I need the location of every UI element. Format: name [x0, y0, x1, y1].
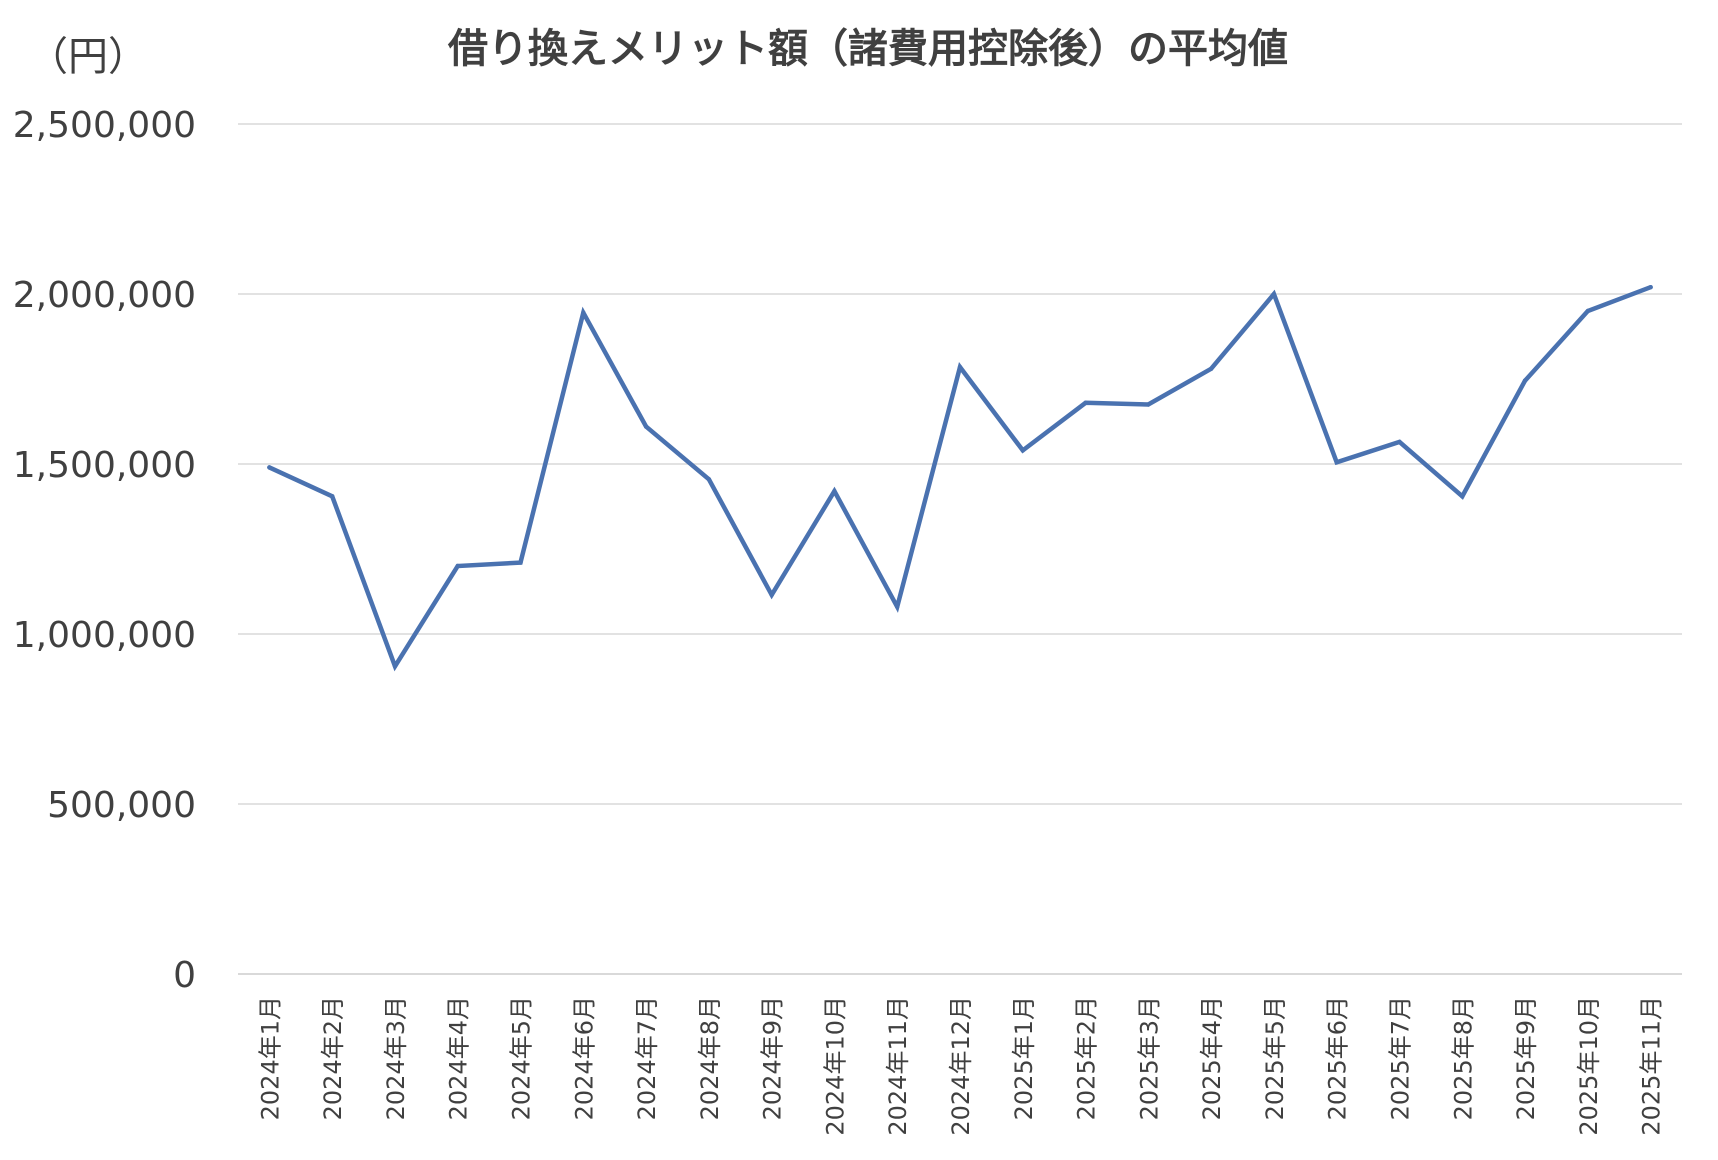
data-point — [1648, 285, 1653, 290]
x-tick-label: 2025年3月 — [1135, 996, 1163, 1120]
x-tick-label: 2025年9月 — [1512, 996, 1540, 1120]
data-point — [1522, 378, 1528, 383]
chart-title: 借り換えメリット額（諸費用控除後）の平均値 — [447, 26, 1288, 72]
data-point — [1460, 494, 1465, 499]
x-tick-label: 2025年7月 — [1386, 996, 1414, 1120]
data-point — [769, 592, 774, 598]
y-tick-label: 2,000,000 — [13, 275, 196, 316]
x-tick-label: 2025年10月 — [1575, 996, 1603, 1136]
x-tick-label: 2025年2月 — [1073, 996, 1101, 1120]
x-tick-label: 2024年12月 — [947, 996, 975, 1136]
data-point — [1146, 402, 1151, 407]
x-tick-label: 2024年7月 — [633, 996, 661, 1120]
x-tick-label: 2025年4月 — [1198, 996, 1226, 1120]
x-tick-label: 2025年1月 — [1010, 996, 1038, 1120]
y-axis-unit-label: （円） — [28, 34, 148, 80]
x-tick-label: 2024年5月 — [508, 996, 536, 1120]
data-point — [832, 489, 837, 494]
data-point — [1397, 439, 1402, 445]
x-tick-label: 2025年11月 — [1638, 996, 1666, 1136]
data-point — [1271, 291, 1277, 297]
x-tick-label: 2024年10月 — [821, 996, 849, 1136]
data-point — [518, 560, 523, 565]
data-point — [895, 604, 900, 609]
y-tick-label: 1,000,000 — [13, 615, 196, 656]
y-axis-tick-labels: 0 500,000 1,000,000 1,500,000 2,000,000 2,500… — [13, 105, 196, 996]
series-line — [267, 284, 1653, 672]
data-point — [455, 563, 460, 569]
x-tick-label: 2024年9月 — [759, 996, 787, 1120]
data-point — [1083, 400, 1088, 405]
data-point — [1585, 308, 1591, 314]
x-tick-label: 2025年5月 — [1261, 996, 1289, 1120]
data-point — [706, 477, 712, 482]
data-point — [267, 465, 272, 470]
data-point — [392, 664, 398, 669]
x-tick-label: 2025年8月 — [1449, 996, 1477, 1120]
x-axis-tick-labels: 2024年1月 2024年2月 2024年3月 2024年4月 2024年5月 2024年… — [256, 996, 1665, 1136]
data-point — [643, 424, 649, 429]
y-tick-label: 2,500,000 — [13, 105, 196, 146]
data-series — [267, 284, 1653, 672]
data-point — [1334, 460, 1339, 465]
x-tick-label: 2024年2月 — [319, 996, 347, 1120]
x-tick-label: 2024年4月 — [445, 996, 473, 1120]
data-point — [1208, 366, 1214, 371]
x-tick-label: 2024年8月 — [696, 996, 724, 1120]
data-point — [1020, 448, 1025, 453]
data-point — [957, 364, 963, 370]
x-tick-label: 2024年3月 — [382, 996, 410, 1120]
y-tick-label: 0 — [173, 955, 196, 996]
x-tick-label: 2024年11月 — [884, 996, 912, 1136]
y-tick-label: 1,500,000 — [13, 445, 196, 486]
x-tick-label: 2024年1月 — [256, 996, 284, 1120]
data-point — [330, 494, 335, 499]
x-tick-label: 2024年6月 — [570, 996, 598, 1120]
y-tick-label: 500,000 — [47, 785, 196, 826]
x-tick-label: 2025年6月 — [1324, 996, 1352, 1120]
gridlines — [238, 123, 1682, 975]
data-point — [581, 310, 586, 315]
